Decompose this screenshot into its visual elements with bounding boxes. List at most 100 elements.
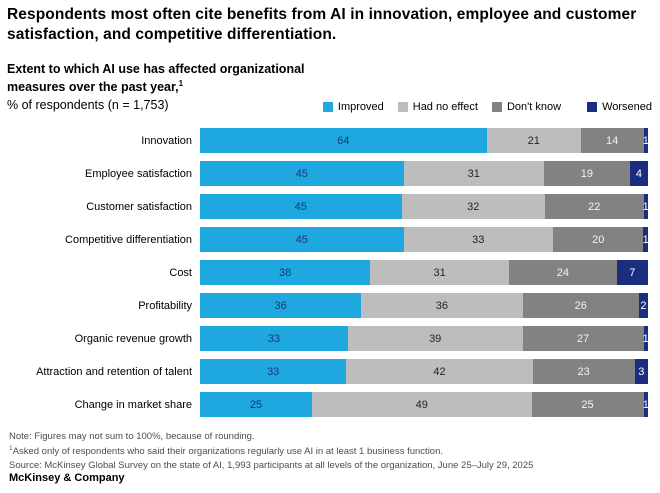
stacked-bar: 64 21 14 1	[200, 128, 649, 154]
segment-value: 32	[467, 200, 480, 213]
segment-value: 4	[635, 167, 642, 180]
segment-value: 14	[606, 134, 619, 147]
bar-segment: 1	[642, 194, 649, 220]
note-footnote: 1Asked only of respondents who said thei…	[9, 444, 652, 459]
row-label: Profitability	[138, 299, 192, 312]
segment-value: 22	[588, 200, 601, 213]
stacked-bar: 33 39 27 1	[200, 326, 649, 352]
bar-segment: 32	[401, 194, 545, 220]
bar-segment: 22	[544, 194, 644, 220]
bar-segment: 24	[509, 260, 617, 286]
row-label: Organic revenue growth	[74, 332, 192, 345]
stacked-bar-chart: Innovation 64 21 14 1 Employee satisfaction 45…	[7, 128, 652, 418]
legend-swatch	[491, 102, 502, 113]
subtitle-footnote-marker: 1	[178, 79, 184, 89]
segment-value: 23	[577, 365, 590, 378]
segment-value: 21	[527, 134, 540, 147]
bar-segment: 64	[200, 128, 487, 154]
legend-label: Improved	[337, 101, 384, 114]
bar-segment: 14	[580, 128, 644, 154]
bar-segment: 21	[486, 128, 581, 154]
chart-row: Change in market share 25 49 25 1	[7, 392, 652, 418]
chart-row: Profitability 36 36 26 2	[7, 293, 652, 319]
segment-value: 7	[629, 266, 636, 279]
footnotes: Note: Figures may not sum to 100%, becau…	[7, 430, 652, 472]
bar-segment: 33	[403, 227, 553, 253]
segment-value: 36	[274, 299, 287, 312]
segment-value: 42	[433, 365, 446, 378]
segment-value: 1	[642, 200, 649, 213]
bar-segment: 27	[522, 326, 644, 352]
legend-swatch	[322, 102, 333, 113]
chart-row: Competitive differentiation 45 33 20 1	[7, 227, 652, 253]
footnote-text: Asked only of respondents who said their…	[12, 446, 444, 458]
row-label: Attraction and retention of talent	[36, 365, 192, 378]
bar-segment: 49	[312, 392, 532, 418]
bar-segment: 20	[552, 227, 644, 253]
bar-segment: 1	[642, 128, 649, 154]
row-label: Employee satisfaction	[85, 167, 192, 180]
segment-value: 45	[294, 200, 307, 213]
bar-segment: 2	[639, 293, 648, 319]
bar-segment: 33	[200, 326, 348, 352]
segment-value: 1	[642, 134, 649, 147]
stacked-bar: 45 32 22 1	[200, 194, 649, 220]
bar-segment: 23	[532, 359, 635, 385]
bar-segment: 4	[629, 161, 648, 187]
bar-segment: 36	[361, 293, 523, 319]
legend-swatch	[587, 102, 598, 113]
segment-value: 25	[581, 398, 594, 411]
chart-row: Cost 38 31 24 7	[7, 260, 652, 286]
stacked-bar: 36 36 26 2	[200, 293, 648, 319]
bar-segment: 45	[200, 227, 404, 253]
stacked-bar: 45 33 20 1	[200, 227, 649, 253]
bar-segment: 33	[200, 359, 347, 385]
chart-legend: Improved Had no effect Don't know Worsened	[322, 101, 652, 114]
segment-value: 1	[642, 332, 649, 345]
segment-value: 27	[576, 332, 590, 345]
bar-segment: 25	[531, 392, 644, 418]
bar-segment: 31	[403, 161, 544, 187]
note-source: Source: McKinsey Global Survey on the st…	[9, 459, 534, 471]
legend-label: Don't know	[506, 101, 562, 114]
stacked-bar: 25 49 25 1	[200, 392, 649, 418]
mckinsey-logo-text: McKinsey & Company	[9, 472, 125, 484]
bar-segment: 1	[642, 326, 649, 352]
chart-row: Customer satisfaction 45 32 22 1	[7, 194, 652, 220]
bar-segment: 38	[200, 260, 371, 286]
legend-label: Worsened	[602, 101, 652, 114]
bar-segment: 1	[643, 227, 649, 253]
legend-item: Had no effect	[397, 101, 478, 114]
bar-segment: 19	[543, 161, 630, 187]
bar-segment: 1	[642, 392, 649, 418]
page-title: Respondents most often cite benefits fro…	[7, 6, 637, 44]
bar-segment: 45	[200, 161, 404, 187]
chart-row: Employee satisfaction 45 31 19 4	[7, 161, 652, 187]
chart-row: Organic revenue growth 33 39 27 1	[7, 326, 652, 352]
segment-value: 49	[415, 398, 428, 411]
segment-value: 36	[435, 299, 449, 312]
segment-value: 3	[638, 365, 645, 378]
legend-item: Improved	[322, 101, 384, 114]
segment-value: 2	[640, 299, 647, 312]
bar-segment: 42	[346, 359, 533, 385]
stacked-bar: 33 42 23 3	[200, 359, 648, 385]
segment-value: 1	[642, 398, 649, 411]
chart-row: Innovation 64 21 14 1	[7, 128, 652, 154]
legend-item: Don't know	[491, 101, 562, 114]
bar-segment: 26	[522, 293, 639, 319]
chart-subtitle-bold: Extent to which AI use has affected orga…	[7, 60, 323, 96]
legend-label: Had no effect	[412, 101, 478, 114]
segment-value: 19	[580, 167, 594, 180]
row-label: Change in market share	[74, 398, 192, 411]
chart-subtitle-text: Extent to which AI use has affected orga…	[7, 61, 305, 95]
segment-value: 45	[295, 167, 308, 180]
bar-segment: 3	[634, 359, 648, 385]
segment-value: 33	[267, 365, 280, 378]
segment-value: 31	[433, 266, 446, 279]
bar-segment: 31	[370, 260, 510, 286]
row-label: Competitive differentiation	[65, 233, 192, 246]
chart-subtitle: Extent to which AI use has affected orga…	[7, 60, 323, 115]
segment-value: 33	[267, 332, 281, 345]
